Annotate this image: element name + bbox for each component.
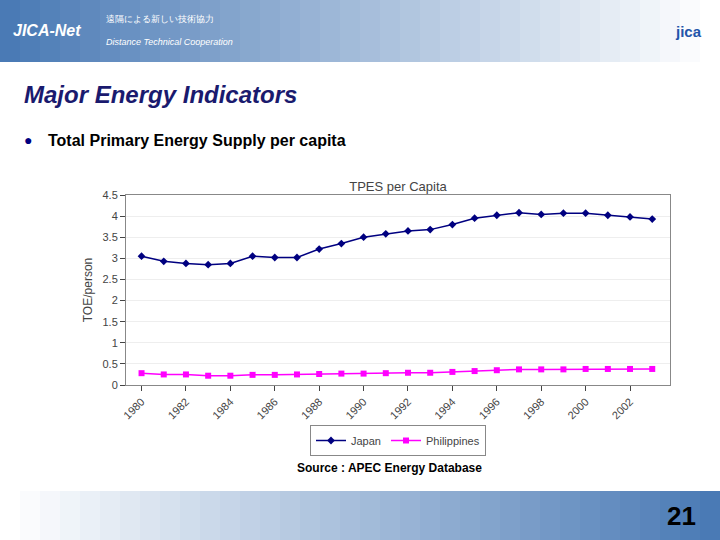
svg-text:2.5: 2.5	[103, 273, 118, 285]
svg-text:0: 0	[112, 379, 118, 391]
svg-text:1988: 1988	[299, 396, 325, 422]
svg-text:4: 4	[112, 210, 118, 222]
svg-text:1994: 1994	[432, 396, 458, 422]
svg-text:1980: 1980	[121, 396, 147, 422]
svg-text:JICA-Net: JICA-Net	[13, 22, 81, 39]
svg-text:Source : APEC Energy Database: Source : APEC Energy Database	[297, 461, 482, 475]
svg-text:遠隔による新しい技術協力: 遠隔による新しい技術協力	[106, 14, 214, 24]
svg-text:1998: 1998	[521, 396, 547, 422]
svg-text:Major Energy Indicators: Major Energy Indicators	[24, 81, 297, 108]
svg-text:Distance Technical Cooperation: Distance Technical Cooperation	[106, 37, 233, 47]
svg-text:2000: 2000	[565, 396, 591, 422]
svg-text:3: 3	[112, 252, 118, 264]
svg-text:2: 2	[112, 294, 118, 306]
svg-text:1992: 1992	[387, 396, 413, 422]
svg-text:1.5: 1.5	[103, 316, 118, 328]
svg-text:●: ●	[24, 132, 32, 148]
svg-text:2002: 2002	[610, 396, 636, 422]
svg-text:0.5: 0.5	[103, 358, 118, 370]
svg-text:Total Primary Energy Supply pe: Total Primary Energy Supply per capita	[48, 132, 346, 149]
svg-text:TPES per Capita: TPES per Capita	[349, 179, 447, 194]
svg-text:21: 21	[667, 501, 696, 531]
svg-text:4.5: 4.5	[103, 189, 118, 201]
svg-text:TOE/person: TOE/person	[81, 258, 95, 322]
svg-text:1984: 1984	[210, 396, 236, 422]
svg-text:1982: 1982	[165, 396, 191, 422]
svg-text:1990: 1990	[343, 396, 369, 422]
svg-text:jica: jica	[675, 23, 702, 40]
svg-text:Japan: Japan	[351, 435, 381, 447]
svg-text:1986: 1986	[254, 396, 280, 422]
svg-text:1996: 1996	[476, 396, 502, 422]
svg-text:1: 1	[112, 337, 118, 349]
svg-text:3.5: 3.5	[103, 231, 118, 243]
svg-text:Philippines: Philippines	[426, 435, 480, 447]
